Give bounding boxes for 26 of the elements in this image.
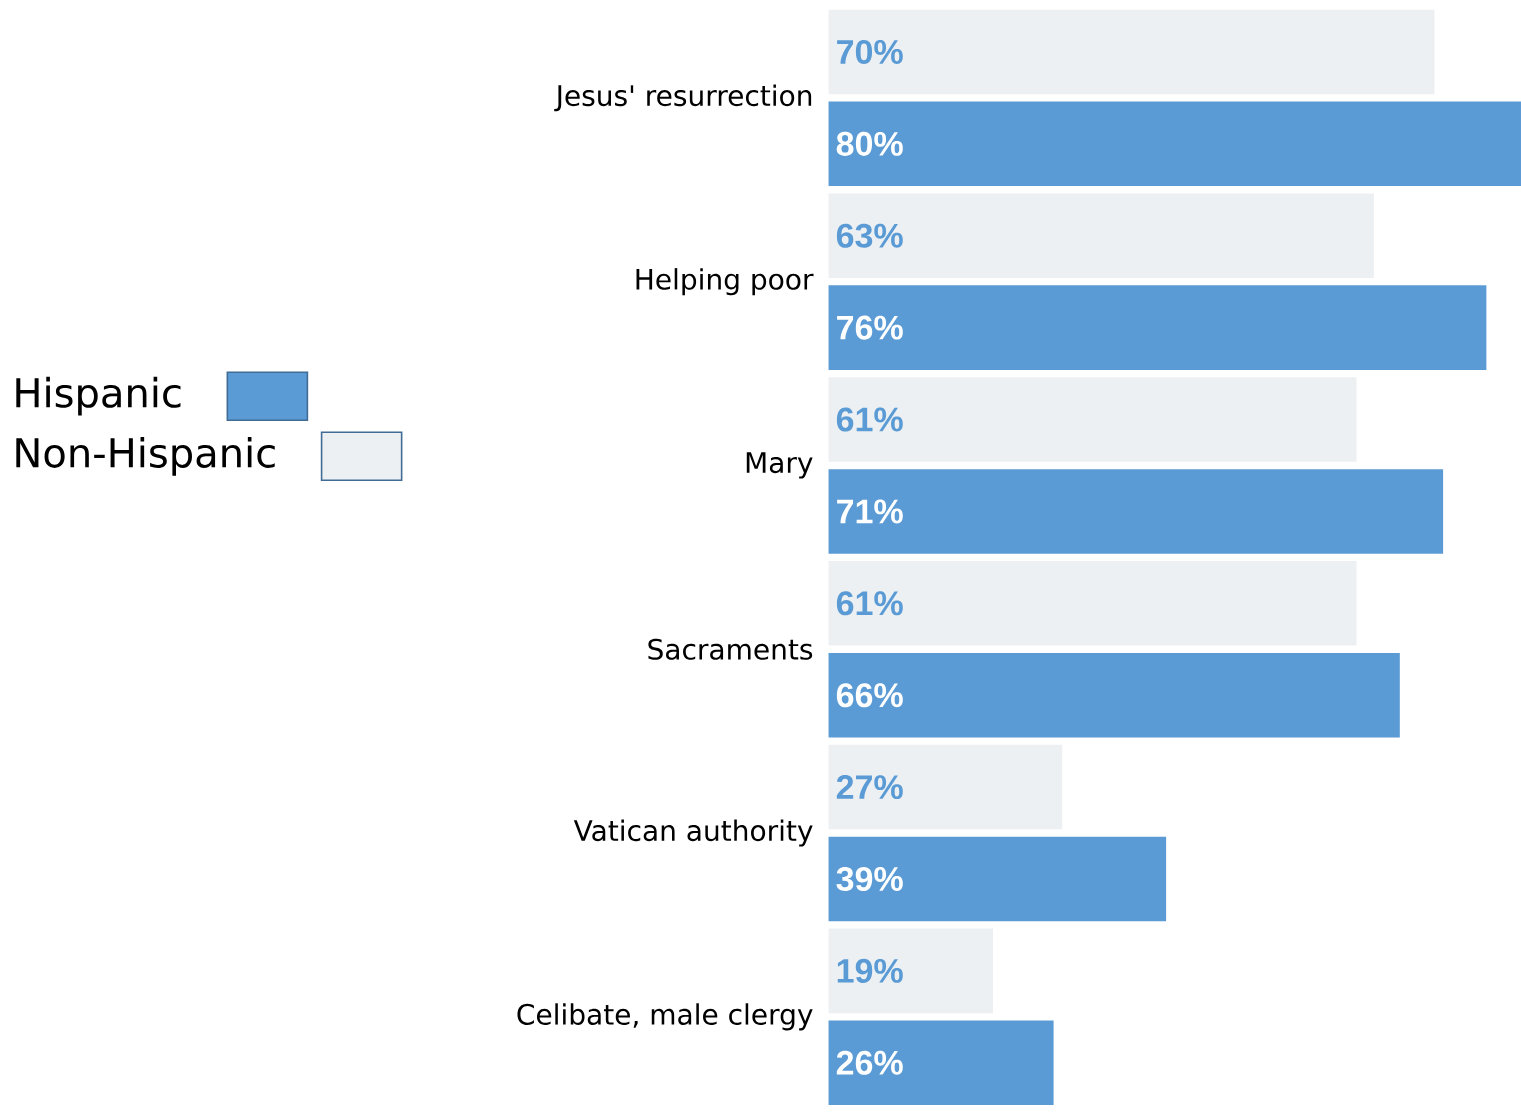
bar: [828, 836, 1167, 922]
data-label: 27%: [836, 775, 903, 800]
data-label: 61%: [836, 591, 903, 616]
bar: [828, 1020, 1054, 1106]
data-label: 76%: [837, 315, 903, 340]
legend-label: Hispanic: [16, 377, 181, 416]
y-tick-label: Sacraments: [648, 638, 813, 661]
data-label: 26%: [836, 1050, 903, 1075]
data-label: 63%: [836, 223, 903, 248]
y-tick-label: Jesus' resurrection: [554, 84, 812, 112]
data-label: 66%: [836, 683, 903, 708]
data-label: 71%: [837, 499, 903, 524]
bar: [828, 653, 1400, 738]
y-tick-label: Mary: [746, 452, 813, 479]
bar: [828, 285, 1487, 371]
data-label: 61%: [836, 407, 903, 432]
bar: [828, 101, 1521, 187]
data-label: 80%: [836, 131, 903, 157]
data-label: 70%: [837, 40, 903, 65]
y-tick-label: Vatican authority: [573, 819, 813, 847]
legend-label: Non-Hispanic: [16, 437, 275, 476]
y-tick-label: Celibate, male clergy: [517, 1003, 813, 1031]
data-label: 19%: [837, 958, 903, 984]
data-label: 39%: [836, 867, 903, 892]
y-tick-label: Helping poor: [636, 268, 814, 296]
bar: [828, 469, 1444, 554]
